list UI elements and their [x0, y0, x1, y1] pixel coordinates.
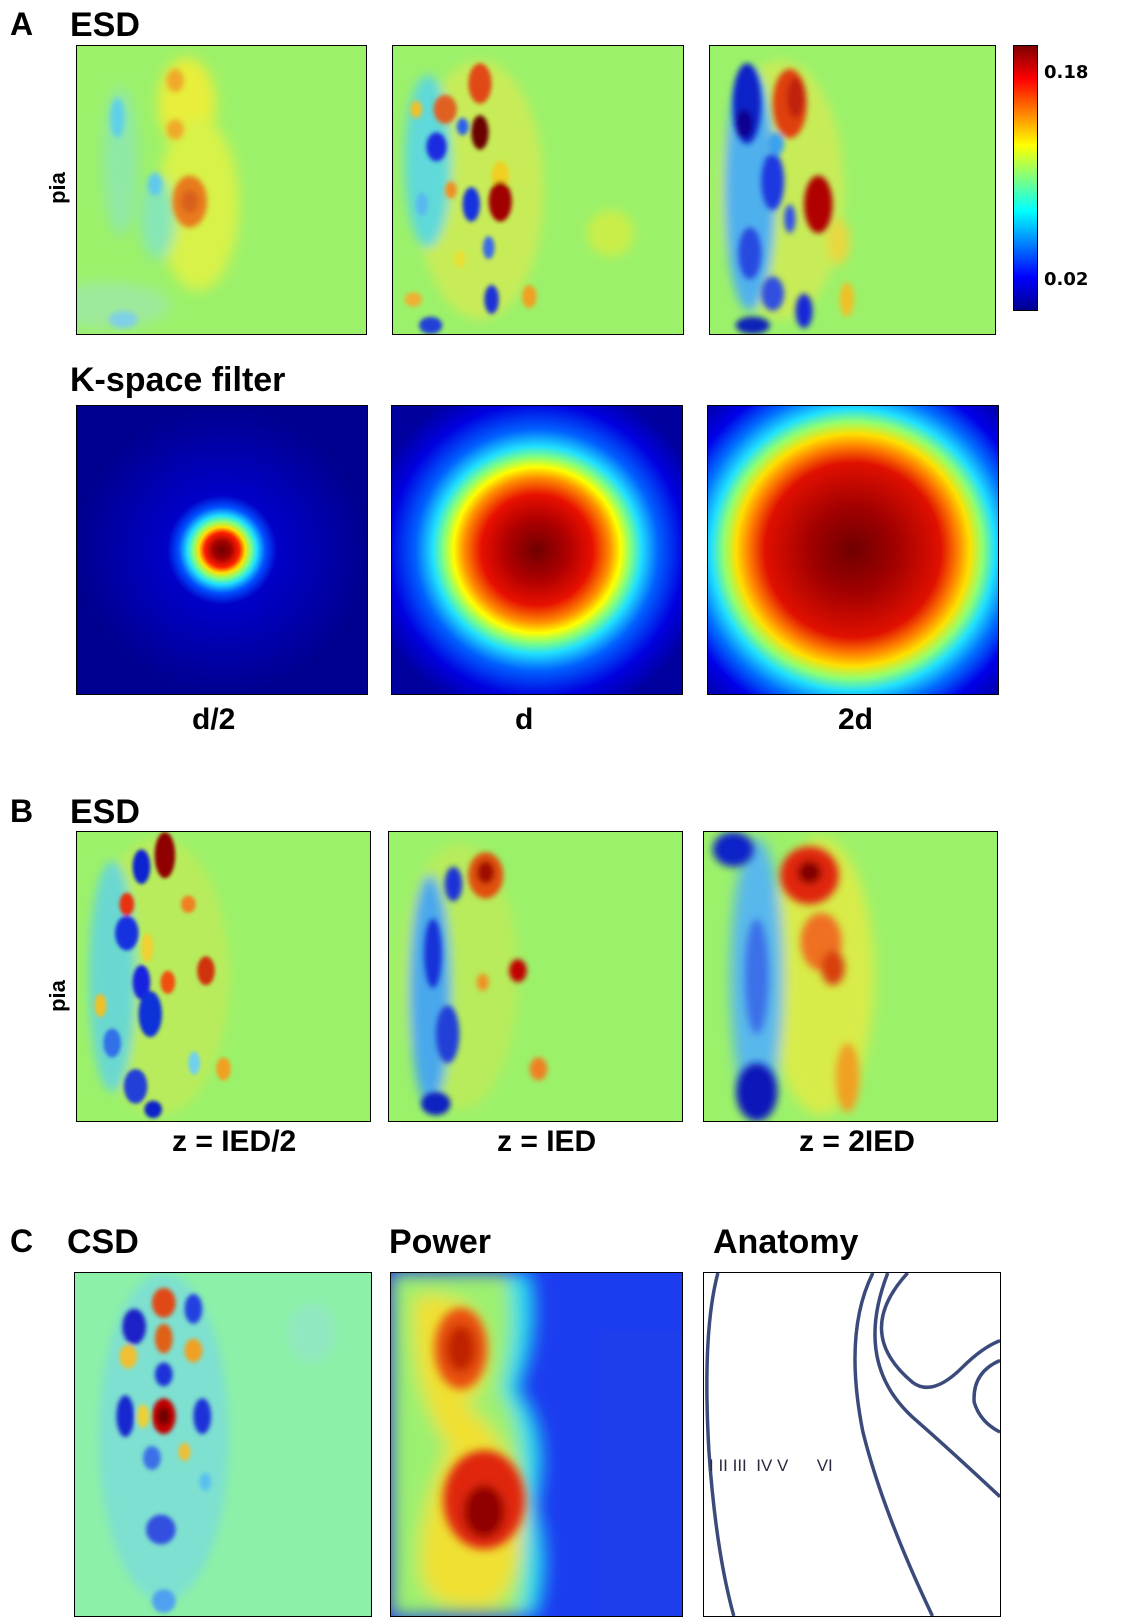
title-power: Power: [389, 1223, 492, 1261]
kspace-filter-d-half: [76, 405, 368, 695]
esd-map-a1-image: [77, 46, 366, 334]
kspace-filter-2d: [707, 405, 999, 695]
esd-map-a2-image: [393, 46, 683, 334]
caption-2d: 2d: [838, 703, 874, 736]
caption-d-half: d/2: [192, 703, 236, 736]
esd-title-b: ESD: [70, 793, 140, 831]
cortical-layer-labels: I II III IV V VI: [709, 1456, 833, 1475]
caption-d: d: [515, 703, 534, 736]
caption-z-ied: z = IED: [497, 1125, 597, 1158]
caption-z-2ied: z = 2IED: [799, 1125, 915, 1158]
panel-letter-b: B: [10, 793, 34, 829]
power-map: [390, 1272, 683, 1617]
power-map-image: [391, 1273, 682, 1616]
title-csd: CSD: [67, 1223, 139, 1261]
kspace-filter-2d-image: [708, 406, 998, 694]
kspace-filter-d-half-image: [77, 406, 367, 694]
esd-map-b2: [388, 831, 683, 1122]
esd-title-a: ESD: [70, 6, 140, 44]
panel-letter-c: C: [10, 1223, 34, 1259]
ylabel-pia-b: pia: [44, 980, 70, 1012]
caption-z-ied-half: z = IED/2: [172, 1125, 297, 1158]
csd-map-image: [75, 1273, 371, 1616]
panel-letter-a: A: [10, 6, 34, 42]
esd-map-b3: [703, 831, 998, 1122]
esd-map-b1-image: [77, 832, 370, 1121]
anatomy-diagram: [703, 1272, 1001, 1617]
esd-map-a1: [76, 45, 367, 335]
esd-map-b3-image: [704, 832, 997, 1121]
kspace-title: K-space filter: [70, 361, 286, 399]
esd-map-b2-image: [389, 832, 682, 1121]
esd-map-a3: [709, 45, 996, 335]
anatomy-outline: [704, 1273, 1000, 1616]
kspace-filter-d: [391, 405, 683, 695]
colorbar-max-label: 0.18: [1044, 62, 1089, 83]
colorbar-min-label: 0.02: [1044, 269, 1089, 290]
colorbar-gradient: [1014, 46, 1037, 310]
ylabel-pia-a: pia: [44, 172, 70, 204]
esd-map-a2: [392, 45, 684, 335]
esd-map-a3-image: [710, 46, 995, 334]
colorbar: [1013, 45, 1038, 311]
title-anatomy: Anatomy: [713, 1223, 859, 1261]
esd-map-b1: [76, 831, 371, 1122]
csd-map: [74, 1272, 372, 1617]
kspace-filter-d-image: [392, 406, 682, 694]
